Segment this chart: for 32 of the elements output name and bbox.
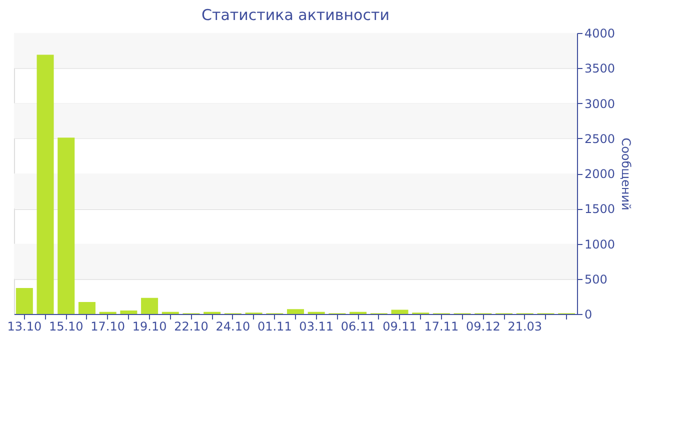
y-tick-label: 3000 bbox=[584, 96, 616, 111]
y-tick-label: 0 bbox=[584, 308, 592, 322]
x-tick-label: 21.03 bbox=[508, 320, 542, 334]
bar bbox=[36, 54, 54, 314]
bar bbox=[120, 310, 138, 314]
x-tick-label: 15.10 bbox=[48, 320, 84, 334]
x-tick-label: 09.12 bbox=[466, 320, 500, 334]
bar bbox=[141, 298, 158, 314]
y-axis-title: Сообщений bbox=[619, 138, 634, 210]
x-tick-label: 19.10 bbox=[132, 320, 167, 334]
bar bbox=[16, 288, 33, 314]
y-tick-label: 2500 bbox=[584, 132, 616, 146]
y-tick-label: 4000 bbox=[584, 26, 616, 40]
x-tick-label: 17.11 bbox=[424, 320, 459, 334]
y-tick-label: 3500 bbox=[584, 62, 616, 76]
y-tick-label: 500 bbox=[584, 272, 608, 286]
y-tick-label: 1500 bbox=[584, 202, 616, 216]
x-tick-label: 06.11 bbox=[340, 320, 376, 334]
bar bbox=[78, 302, 96, 314]
x-tick-label: 17.10 bbox=[90, 320, 126, 334]
x-tick-label: 01.11 bbox=[257, 320, 292, 334]
bar bbox=[58, 138, 75, 314]
x-tick-label: 13.10 bbox=[7, 320, 42, 334]
bar bbox=[391, 310, 408, 314]
y-tick-label: 1000 bbox=[584, 237, 616, 252]
x-tick-label: 09.11 bbox=[382, 320, 417, 334]
bar bbox=[287, 309, 304, 314]
chart-title: Статистика активности bbox=[202, 6, 390, 24]
x-tick-label: 24.10 bbox=[216, 320, 250, 334]
x-tick-label: 03.11 bbox=[299, 320, 334, 334]
x-tick-label: 22.10 bbox=[174, 320, 208, 334]
y-tick-label: 2000 bbox=[584, 167, 616, 181]
